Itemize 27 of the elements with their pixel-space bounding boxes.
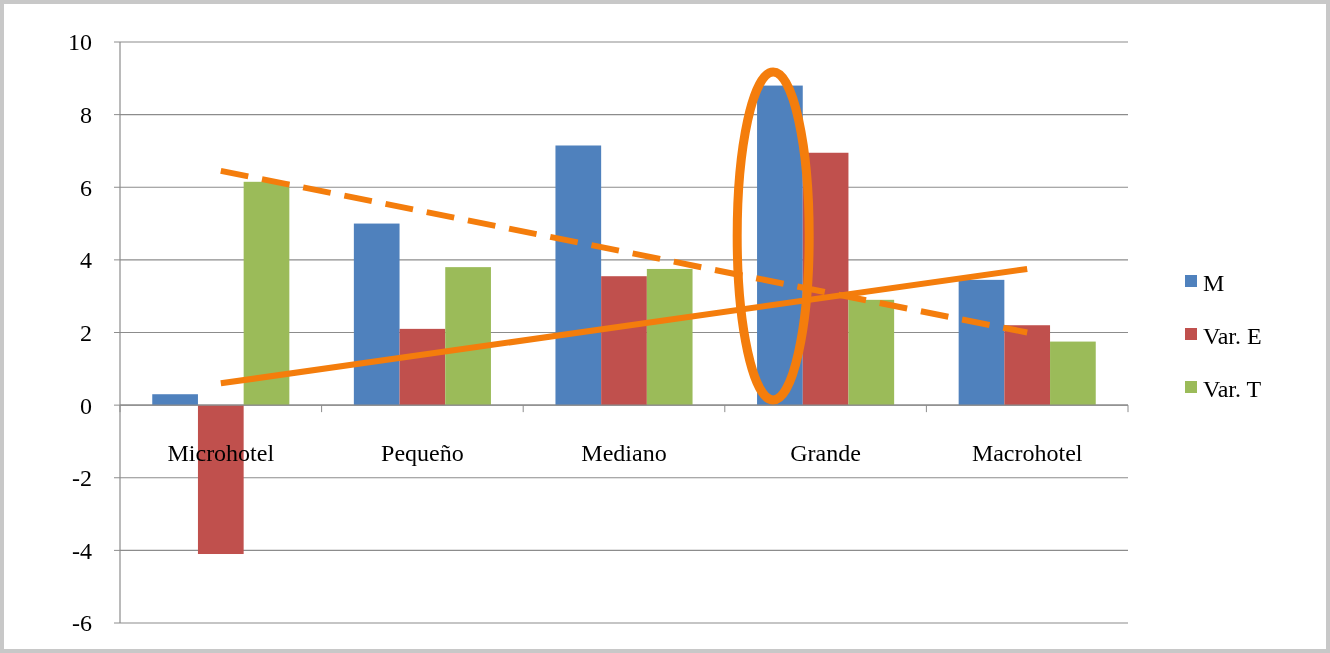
legend-label: Var. E [1203, 323, 1262, 350]
bar [958, 279, 1005, 406]
bar [848, 299, 895, 406]
bar [353, 223, 400, 406]
bar [152, 394, 198, 406]
x-tick-label: Mediano [581, 440, 667, 467]
legend-label: M [1203, 270, 1225, 297]
y-tick-label: 2 [80, 319, 92, 346]
bar [243, 181, 290, 406]
bar [1004, 325, 1051, 406]
bar [445, 267, 491, 406]
y-tick-label: 4 [80, 247, 92, 274]
bar [646, 268, 693, 406]
y-tick-label: -2 [72, 465, 92, 492]
y-tick-label: 10 [68, 29, 92, 56]
x-tick-label: Pequeño [381, 440, 464, 467]
y-tick-label: -6 [72, 610, 92, 637]
y-tick-label: -4 [72, 537, 92, 564]
x-tick-label: Grande [790, 440, 861, 467]
y-tick-label: 8 [80, 102, 92, 129]
legend-label: Var. T [1203, 376, 1262, 403]
bar [601, 276, 647, 406]
bar [555, 145, 602, 406]
y-tick-label: 6 [80, 174, 92, 201]
y-tick-label: 0 [80, 392, 92, 419]
bar [1050, 341, 1096, 406]
x-tick-label: Macrohotel [971, 440, 1083, 467]
